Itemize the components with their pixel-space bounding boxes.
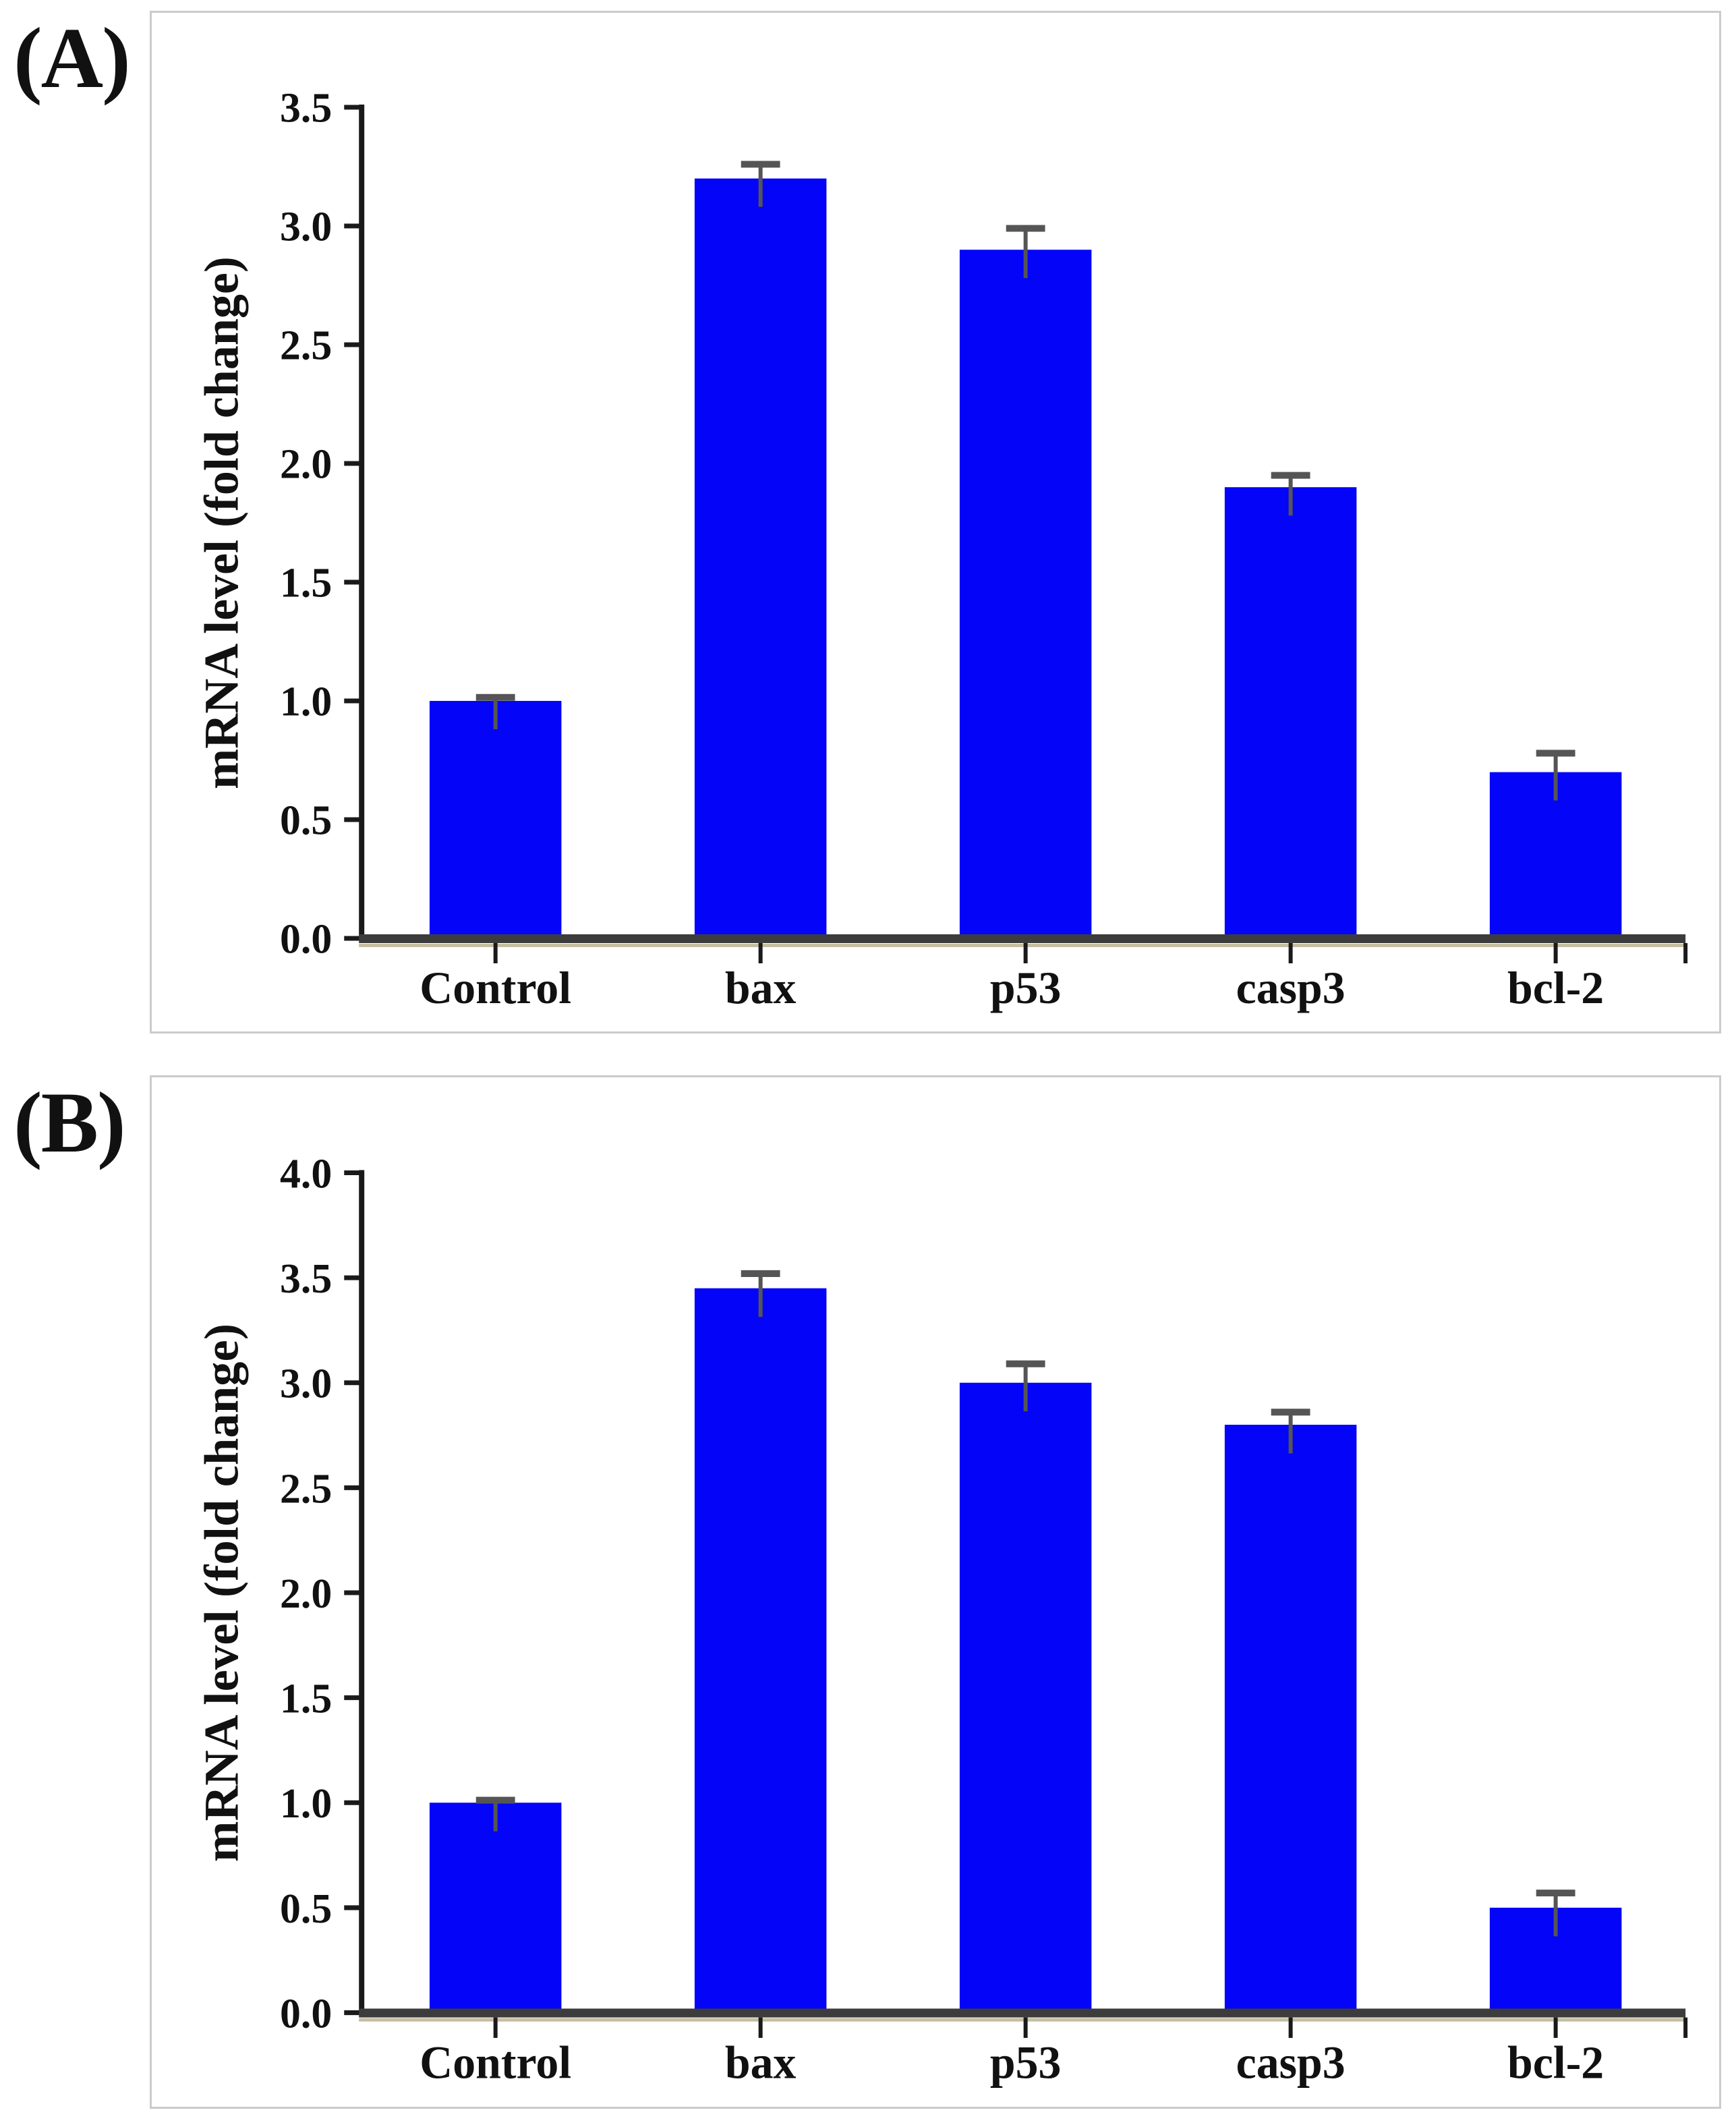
x-axis-line (359, 934, 1686, 943)
bar-bax (694, 178, 827, 939)
y-tick-label: 3.5 (280, 86, 332, 132)
y-tick-label: 2.0 (280, 442, 332, 488)
y-tick-label: 1.5 (280, 561, 332, 606)
y-tick-label: 2.5 (280, 1466, 332, 1512)
x-axis-label-bcl-2: bcl-2 (1507, 2037, 1604, 2088)
y-tick-label: 4.0 (280, 1151, 332, 1197)
x-axis-label-bax: bax (725, 2037, 797, 2088)
y-axis-title: mRNA level (fold change) (195, 1324, 248, 1862)
x-axis-line (359, 2008, 1686, 2018)
bar-p53 (959, 250, 1092, 938)
bar-bax (694, 1288, 827, 2013)
bar-control (429, 1803, 562, 2013)
x-axis-label-control: Control (419, 2037, 571, 2088)
panel-a: 0.0 0.5 1.0 1.5 2.0 2.5 3.0 3.5 Control bax p53 cas… (150, 11, 1721, 1033)
y-tick-label: 1.5 (280, 1676, 332, 1722)
x-axis-shadow-line (359, 2018, 1686, 2022)
y-tick-label: 3.0 (280, 204, 332, 250)
x-axis-label-p53: p53 (990, 2037, 1062, 2088)
y-tick-label: 1.0 (280, 1781, 332, 1827)
y-tick-label: 3.0 (280, 1361, 332, 1407)
bar-chart-a: 0.0 0.5 1.0 1.5 2.0 2.5 3.0 3.5 Control bax p53 cas… (195, 86, 1688, 1013)
bar-casp3 (1224, 487, 1357, 938)
bar-p53 (959, 1382, 1092, 2013)
y-tick-label: 2.5 (280, 323, 332, 369)
bar-chart-b: 0.0 0.5 1.0 1.5 2.0 2.5 3.0 3.5 4.0 Control bax p53… (195, 1151, 1688, 2089)
x-axis-label-bcl-2: bcl-2 (1507, 962, 1604, 1013)
x-axis-label-p53: p53 (990, 962, 1062, 1013)
y-tick-label: 0.5 (280, 798, 332, 844)
y-tick-label: 2.0 (280, 1571, 332, 1617)
x-axis-label-bax: bax (725, 962, 797, 1013)
y-tick-label: 0.5 (280, 1885, 332, 1931)
y-tick-label: 0.0 (280, 1991, 332, 2037)
x-axis-label-casp3: casp3 (1236, 962, 1346, 1013)
panel-b-letter: (B) (13, 1075, 126, 1170)
y-tick-label: 3.5 (280, 1256, 332, 1302)
y-tick-label: 0.0 (280, 917, 332, 963)
y-tick-label: 1.0 (280, 679, 332, 725)
panel-b: 0.0 0.5 1.0 1.5 2.0 2.5 3.0 3.5 4.0 Control bax p53… (150, 1075, 1721, 2109)
x-axis-label-casp3: casp3 (1236, 2037, 1346, 2088)
y-axis-title: mRNA level (fold change) (195, 256, 249, 789)
bar-control (429, 701, 562, 938)
x-axis-shadow-line (359, 944, 1686, 947)
x-axis-label-control: Control (419, 962, 571, 1013)
panel-a-letter: (A) (13, 10, 131, 106)
bar-casp3 (1224, 1424, 1357, 2013)
